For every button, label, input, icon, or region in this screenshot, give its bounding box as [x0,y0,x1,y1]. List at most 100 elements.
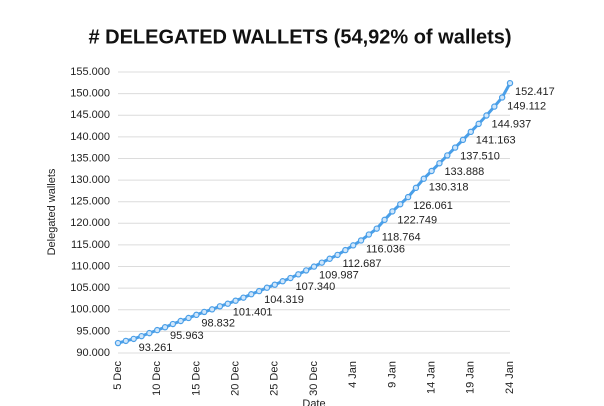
data-point [169,320,177,328]
data-point [444,152,451,159]
data-point [216,303,224,310]
data-label: 130.318 [429,182,469,194]
data-point [397,201,404,208]
data-label: 112.687 [343,258,382,270]
data-point [404,193,412,201]
data-label: 118.764 [382,232,421,244]
data-point [201,308,208,316]
data-point [153,326,161,334]
y-tick-label: 140.000 [70,131,110,143]
data-label: 137.510 [460,151,500,163]
y-tick-label: 145.000 [70,109,110,121]
y-tick-label: 125.000 [70,196,110,208]
data-label: 95.963 [170,330,204,342]
data-point [459,136,467,144]
data-label: 98.832 [201,318,235,330]
data-point [161,324,169,331]
y-tick-label: 130.000 [70,174,110,186]
data-point [381,216,388,224]
x-tick-label: 20 Dec [230,361,242,396]
y-tick-label: 115.000 [71,239,110,251]
x-tick-label: 25 Dec [269,361,281,396]
data-point [475,120,482,128]
data-label: 122.749 [397,214,437,226]
data-point [208,306,216,313]
data-point [232,297,239,304]
data-point [263,284,271,291]
data-point [248,291,255,298]
y-tick-label: 100.000 [70,304,110,316]
data-point [122,337,130,345]
x-axis-title: Date [302,398,325,406]
data-point [310,263,318,270]
data-point [436,160,443,167]
data-point [318,259,326,266]
data-label: 149.112 [507,100,546,112]
data-label: 126.061 [413,200,453,212]
data-point [428,167,435,175]
data-point [373,225,380,232]
data-point [302,267,310,274]
data-point [185,314,192,322]
data-point [255,287,263,295]
data-point [193,311,200,319]
x-tick-label: 15 Dec [190,361,202,396]
x-tick-label: 30 Dec [308,361,320,396]
data-point [114,339,122,347]
data-point [146,329,153,337]
data-point [130,335,137,343]
data-point [240,294,247,301]
data-point [342,246,349,254]
y-tick-label: 120.000 [70,217,110,229]
x-tick-label: 10 Dec [151,361,163,396]
data-point [498,94,506,101]
data-point [389,208,396,215]
data-point [451,144,459,151]
data-point [491,103,498,110]
data-point [420,175,427,182]
data-label: 109.987 [319,270,359,282]
data-point [350,242,357,249]
data-label: 144.937 [491,118,531,130]
data-label: 107.340 [295,281,335,293]
data-point [138,332,145,340]
data-label: 133.888 [444,166,484,178]
data-label: 152.417 [515,86,555,98]
data-label: 93.261 [139,342,173,354]
y-tick-label: 110.000 [71,260,110,272]
data-point [483,112,490,119]
data-point [271,281,278,288]
data-label: 101.401 [233,307,273,319]
data-line [117,82,512,345]
y-axis-title: Delegated wallets [46,168,58,255]
data-point [412,184,420,192]
data-point [357,237,365,244]
x-tick-label: 19 Jan [465,361,477,394]
x-tick-label: 14 Jan [426,361,438,394]
data-point [467,128,474,136]
x-tick-label: 24 Jan [504,361,516,394]
data-point [279,278,286,285]
data-label: 116.036 [366,243,405,255]
data-point [224,300,231,307]
y-tick-label: 95.000 [76,325,110,337]
data-point [177,317,184,325]
x-tick-label: 9 Jan [386,361,398,388]
y-tick-label: 155.000 [70,66,110,78]
chart-title: # DELEGATED WALLETS (54,92% of wallets) [88,26,511,48]
data-point [287,274,294,282]
x-tick-label: 5 Dec [112,361,124,390]
data-point [326,255,333,262]
y-tick-label: 150.000 [70,88,110,100]
y-tick-label: 105.000 [70,282,110,294]
data-point [295,271,302,278]
data-point [334,251,341,259]
data-point [365,231,373,238]
x-tick-label: 4 Jan [347,361,359,388]
y-tick-label: 135.000 [70,152,110,164]
data-point [506,79,514,87]
y-tick-label: 90.000 [76,347,110,359]
data-label: 141.163 [476,135,516,147]
